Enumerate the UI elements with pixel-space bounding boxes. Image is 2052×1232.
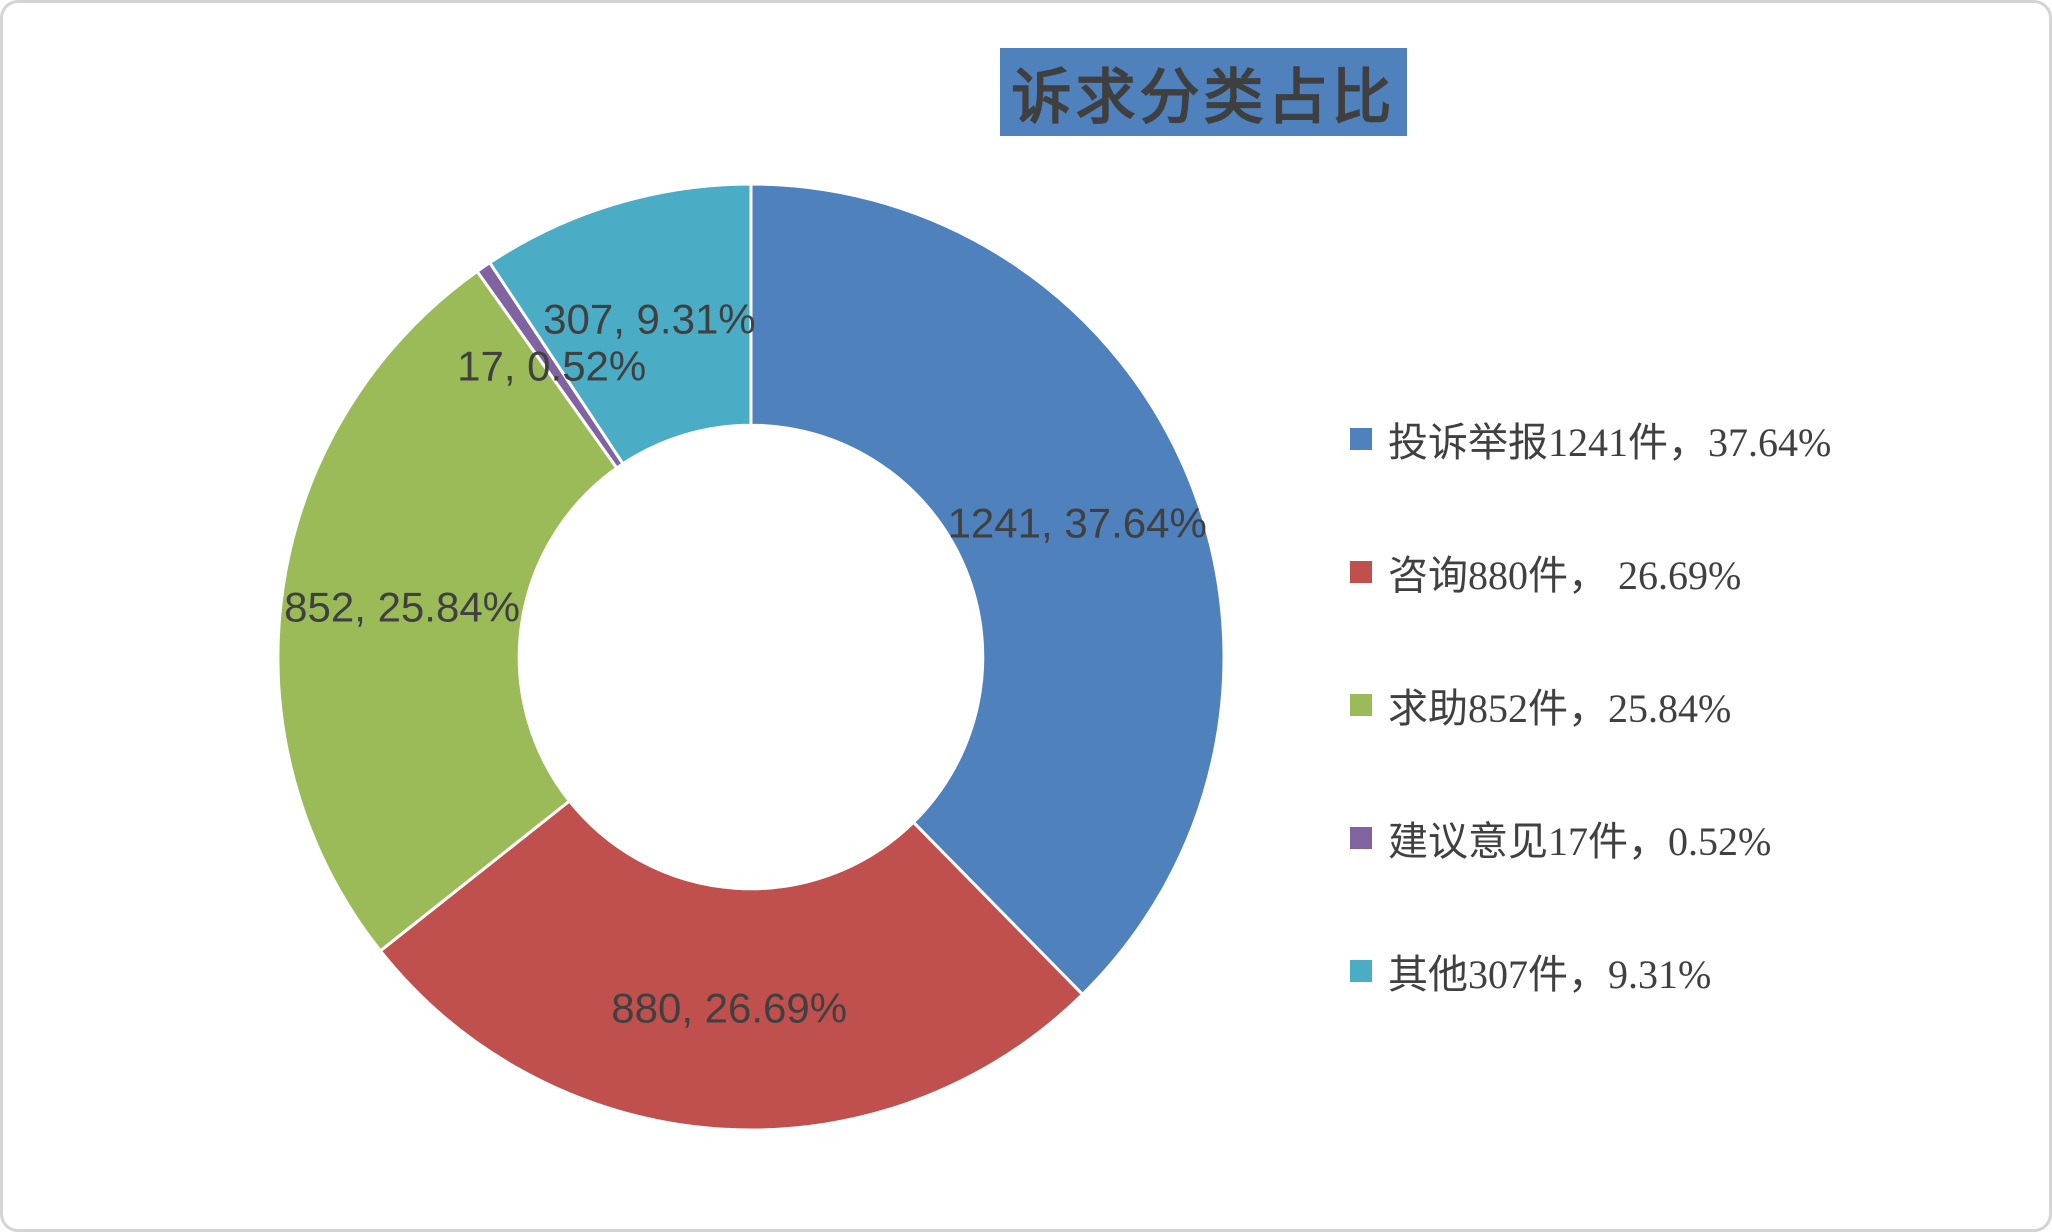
slice-data-label-0: 1241, 37.64%	[948, 500, 1207, 547]
legend-label: 投诉举报1241件，37.64%	[1388, 420, 1832, 465]
slice-data-label-2: 852, 25.84%	[284, 583, 520, 630]
legend-item[interactable]: 求助852件，25.84%	[1350, 679, 1831, 731]
donut-slice-1[interactable]	[378, 798, 1085, 1132]
legend-label: 建议意见17件，0.52%	[1388, 819, 1772, 864]
chart-title: 诉求分类占比	[1000, 48, 1407, 136]
donut-slice-4[interactable]	[487, 182, 753, 466]
legend-swatch-icon	[1350, 827, 1372, 849]
donut-labels: 1241, 37.64% 880, 26.69% 852, 25.84% 17, 0.…	[284, 296, 1207, 1032]
legend-swatch-icon	[1350, 428, 1372, 450]
slice-data-label-4: 307, 9.31%	[543, 296, 756, 343]
legend: 投诉举报1241件，37.64% 咨询880件， 26.69% 求助852件，2…	[1350, 413, 1831, 1078]
legend-item[interactable]: 咨询880件， 26.69%	[1350, 546, 1831, 598]
legend-swatch-icon	[1350, 561, 1372, 583]
slice-data-label-3: 17, 0.52%	[457, 342, 646, 389]
slice-data-label-1: 880, 26.69%	[611, 985, 847, 1032]
legend-item[interactable]: 投诉举报1241件，37.64%	[1350, 413, 1831, 465]
legend-label: 咨询880件， 26.69%	[1388, 553, 1742, 598]
donut-chart-svg: 1241, 37.64% 880, 26.69% 852, 25.84% 17, 0.…	[276, 182, 1226, 1132]
donut-slice-0[interactable]	[749, 182, 1226, 997]
legend-swatch-icon	[1350, 694, 1372, 716]
legend-swatch-icon	[1350, 960, 1372, 982]
legend-item[interactable]: 其他307件，9.31%	[1350, 945, 1831, 997]
legend-label: 其他307件，9.31%	[1388, 952, 1712, 997]
donut-slices	[276, 182, 1226, 1132]
legend-label: 求助852件，25.84%	[1388, 686, 1732, 731]
donut-slice-2[interactable]	[276, 269, 619, 953]
legend-item[interactable]: 建议意见17件，0.52%	[1350, 812, 1831, 864]
